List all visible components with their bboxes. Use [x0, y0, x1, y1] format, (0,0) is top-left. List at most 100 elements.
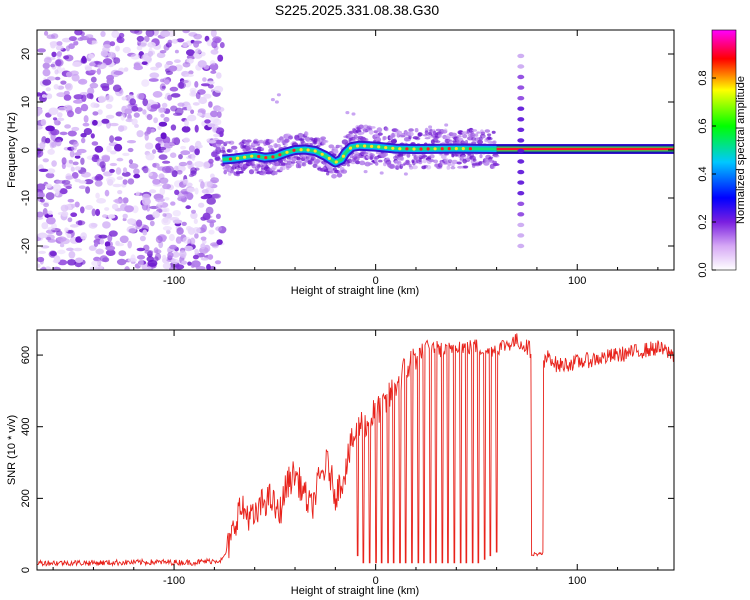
spike-blob — [517, 159, 525, 164]
noise-blob — [178, 154, 183, 160]
trace-halo-blob — [270, 170, 276, 176]
trace-halo-blob — [389, 163, 396, 169]
trace-halo-blob — [479, 154, 483, 159]
trace-halo-blob — [252, 147, 258, 151]
trace-halo-blob — [422, 158, 428, 164]
noise-blob — [195, 92, 201, 100]
noise-blob — [153, 117, 159, 124]
noise-blob — [46, 216, 56, 225]
noise-blob — [68, 36, 77, 42]
noise-blob — [124, 205, 134, 213]
noise-blob — [152, 162, 160, 169]
noise-blob — [193, 33, 203, 40]
noise-blob — [100, 31, 106, 37]
trace-halo-blob — [359, 160, 366, 166]
noise-blob — [67, 259, 77, 266]
trace-peak — [285, 150, 289, 154]
trace-halo-blob — [368, 129, 374, 135]
noise-blob — [90, 76, 97, 83]
noise-blob — [53, 138, 61, 143]
noise-blob — [37, 147, 42, 155]
noise-blob — [56, 236, 67, 242]
noise-blob — [41, 222, 49, 230]
noise-blob — [186, 192, 194, 201]
trace-halo-blob — [462, 134, 468, 139]
trace-halo-blob — [450, 166, 456, 170]
trace-halo-blob — [245, 139, 252, 143]
noise-blob — [81, 171, 91, 178]
noise-blob — [210, 110, 218, 118]
y-tick-label: 20 — [20, 48, 32, 60]
noise-blob — [210, 177, 220, 184]
trace-halo-blob — [246, 142, 250, 146]
trace-halo-blob — [462, 165, 469, 169]
trace-halo-blob — [221, 146, 226, 152]
noise-blob — [136, 93, 145, 100]
noise-blob — [46, 34, 56, 39]
trace-halo-blob — [378, 159, 383, 163]
noise-blob — [206, 219, 217, 224]
noise-blob — [43, 57, 52, 64]
noise-blob — [135, 191, 140, 196]
trace-halo-blob — [323, 140, 329, 143]
noise-blob — [174, 49, 179, 54]
noise-blob — [37, 256, 45, 263]
trace-peak — [377, 145, 381, 149]
noise-blob — [88, 222, 98, 229]
trace-halo-blob — [340, 169, 348, 174]
spectrogram-plot-area — [37, 30, 674, 270]
noise-blob — [42, 79, 52, 86]
noise-blob — [130, 53, 141, 60]
stray-point — [276, 93, 281, 97]
noise-blob — [88, 53, 95, 59]
spike-blob — [517, 201, 525, 206]
noise-blob — [130, 254, 136, 261]
noise-blob — [184, 245, 194, 252]
trace-halo-blob — [405, 161, 410, 166]
noise-blob — [133, 112, 140, 118]
noise-blob — [122, 217, 127, 222]
noise-blob — [109, 135, 115, 143]
snr-panel: -100 0 100 0 200 400 600 Height of straight li… — [6, 329, 675, 597]
noise-blob — [95, 248, 104, 255]
y-tick-label: -10 — [20, 190, 32, 206]
noise-blob — [53, 255, 61, 263]
noise-blob — [53, 84, 59, 90]
noise-blob — [51, 51, 57, 58]
spike-blob — [517, 169, 525, 175]
noise-blob — [186, 187, 196, 193]
noise-blob — [182, 179, 188, 185]
trace-peak — [292, 148, 296, 152]
noise-blob — [56, 41, 63, 46]
x-tick-label: 0 — [373, 275, 379, 287]
noise-blob — [164, 197, 170, 201]
trace-halo-blob — [484, 129, 491, 133]
snr-y-axis-label: SNR (10 * v/v) — [6, 415, 18, 485]
noise-blob — [70, 212, 78, 217]
noise-blob — [203, 93, 212, 99]
noise-blob — [116, 258, 127, 266]
noise-blob — [139, 39, 148, 48]
noise-blob — [171, 137, 178, 144]
noise-blob — [188, 173, 194, 178]
noise-blob — [153, 256, 159, 262]
noise-blob — [150, 128, 155, 133]
noise-blob — [205, 206, 214, 215]
trace-halo-blob — [456, 161, 462, 165]
trace-halo-blob — [383, 151, 389, 157]
noise-blob — [116, 176, 123, 181]
noise-blob — [86, 93, 94, 99]
noise-blob — [114, 143, 123, 152]
trace-peak — [426, 147, 430, 151]
noise-blob — [57, 249, 66, 255]
noise-blob — [197, 60, 207, 68]
trace-halo-blob — [408, 131, 414, 137]
noise-blob — [80, 31, 85, 37]
noise-blob — [170, 93, 181, 98]
noise-blob — [198, 202, 205, 208]
noise-blob — [101, 85, 110, 92]
noise-blob — [180, 150, 191, 156]
noise-blob — [105, 103, 113, 109]
noise-blob — [88, 245, 97, 251]
noise-blob — [78, 78, 88, 85]
